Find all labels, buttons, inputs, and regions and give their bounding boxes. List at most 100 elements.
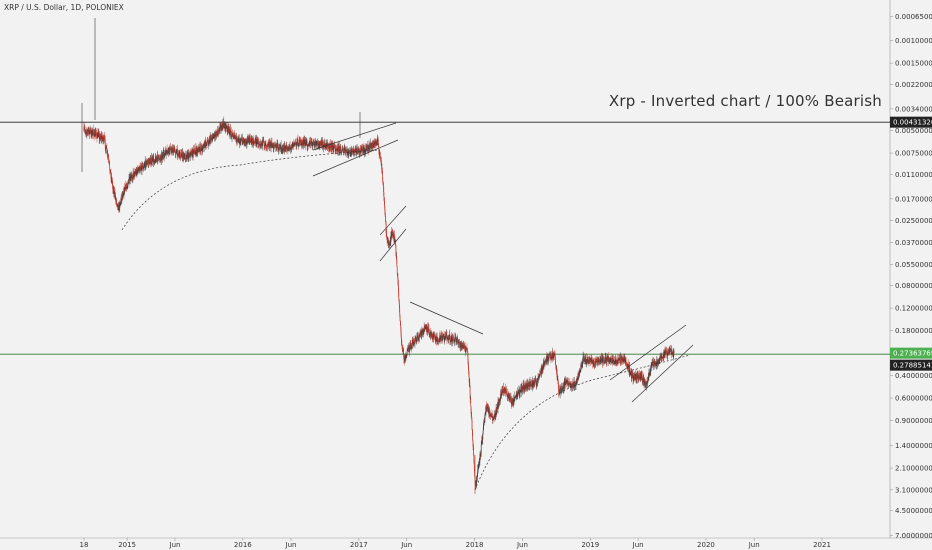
candle-body — [196, 149, 198, 153]
candle-body — [201, 145, 203, 150]
candle-body — [670, 348, 671, 352]
candle-body — [456, 338, 458, 340]
candle-body — [195, 147, 197, 154]
candle-body — [349, 152, 351, 157]
candle-body — [187, 152, 189, 158]
candle-body — [457, 338, 459, 341]
candle-body — [342, 149, 343, 152]
candle-body — [166, 149, 168, 151]
candle-body — [383, 197, 385, 202]
candle-body — [107, 151, 108, 154]
candle-body — [484, 417, 486, 423]
dashed-curve-1 — [121, 149, 381, 231]
candle-body — [449, 334, 451, 341]
candle-body — [167, 150, 168, 153]
candle-body — [301, 143, 302, 145]
candle-body — [609, 358, 611, 360]
candle-body — [626, 362, 628, 366]
candle-body — [483, 425, 484, 431]
candle-body — [466, 349, 468, 351]
candle-body — [533, 382, 535, 383]
candle-body — [231, 131, 232, 138]
candle-body — [529, 381, 531, 387]
candle-body — [319, 141, 321, 148]
candle-body — [252, 138, 253, 140]
candle-body — [391, 230, 393, 235]
candle-body — [258, 143, 260, 145]
candle-body — [89, 130, 90, 135]
candle-body — [211, 138, 213, 140]
candle-body — [400, 324, 402, 328]
candle-body — [390, 236, 392, 242]
candle-body — [324, 143, 325, 146]
candle-body — [185, 158, 187, 160]
candle-body — [509, 397, 511, 399]
candle-body — [312, 142, 313, 147]
candle-body — [552, 355, 554, 358]
candle-body — [517, 391, 519, 397]
candle-body — [228, 127, 230, 131]
candle-body — [655, 365, 657, 367]
trendlines-layer — [121, 122, 694, 491]
candle-body — [358, 148, 359, 153]
x-tick-label: Jun — [285, 541, 297, 549]
candle-body — [495, 413, 497, 416]
candle-body — [496, 406, 498, 413]
candle-body — [358, 148, 360, 151]
candle-body — [500, 394, 501, 399]
candle-body — [273, 146, 275, 148]
candle-body — [604, 357, 606, 362]
candle-body — [194, 151, 195, 154]
candle-body — [633, 376, 635, 378]
candle-body — [107, 153, 109, 157]
y-tick-label: 4.50000000 — [895, 507, 932, 515]
candle-body — [586, 362, 587, 364]
candle-body — [334, 146, 336, 151]
candle-body — [235, 135, 236, 140]
candle-body — [501, 390, 503, 393]
candle-body — [204, 142, 205, 144]
trendline — [409, 301, 484, 335]
candle-body — [391, 234, 392, 238]
candle-body — [305, 142, 306, 146]
candle-body — [310, 140, 312, 144]
x-tick-label: 2021 — [813, 541, 831, 549]
candle-body — [297, 139, 299, 146]
candle-body — [558, 391, 560, 394]
candle-body — [612, 358, 613, 359]
x-tick-label: 2018 — [466, 541, 484, 549]
candles-layer — [81, 18, 675, 494]
candle-body — [606, 361, 608, 363]
candle-body — [467, 350, 468, 354]
candle-body — [384, 201, 385, 206]
candle-body — [140, 166, 141, 170]
candle-body — [488, 411, 490, 414]
candle-body — [426, 325, 428, 330]
candle-body — [345, 151, 347, 153]
candle-body — [457, 338, 458, 339]
candle-body — [128, 180, 129, 182]
candle-body — [290, 148, 292, 150]
candle-body — [348, 153, 349, 156]
candle-body — [91, 130, 93, 136]
candle-body — [536, 384, 538, 386]
candle-body — [437, 338, 439, 341]
candle-body — [369, 143, 371, 150]
candle-body — [609, 358, 610, 364]
candle-body — [83, 126, 85, 131]
candle-body — [300, 140, 302, 145]
candle-body — [127, 184, 129, 187]
candle-body — [229, 129, 231, 135]
candle-body — [154, 160, 156, 163]
candle-body — [218, 132, 220, 134]
candle-body — [419, 334, 421, 336]
candle-body — [265, 145, 267, 146]
candle-body — [471, 415, 473, 421]
candle-body — [663, 353, 665, 358]
candle-body — [634, 373, 636, 379]
candle-body — [399, 316, 401, 321]
candle-body — [124, 188, 126, 190]
candle-body — [144, 165, 146, 166]
candle-body — [276, 144, 277, 147]
